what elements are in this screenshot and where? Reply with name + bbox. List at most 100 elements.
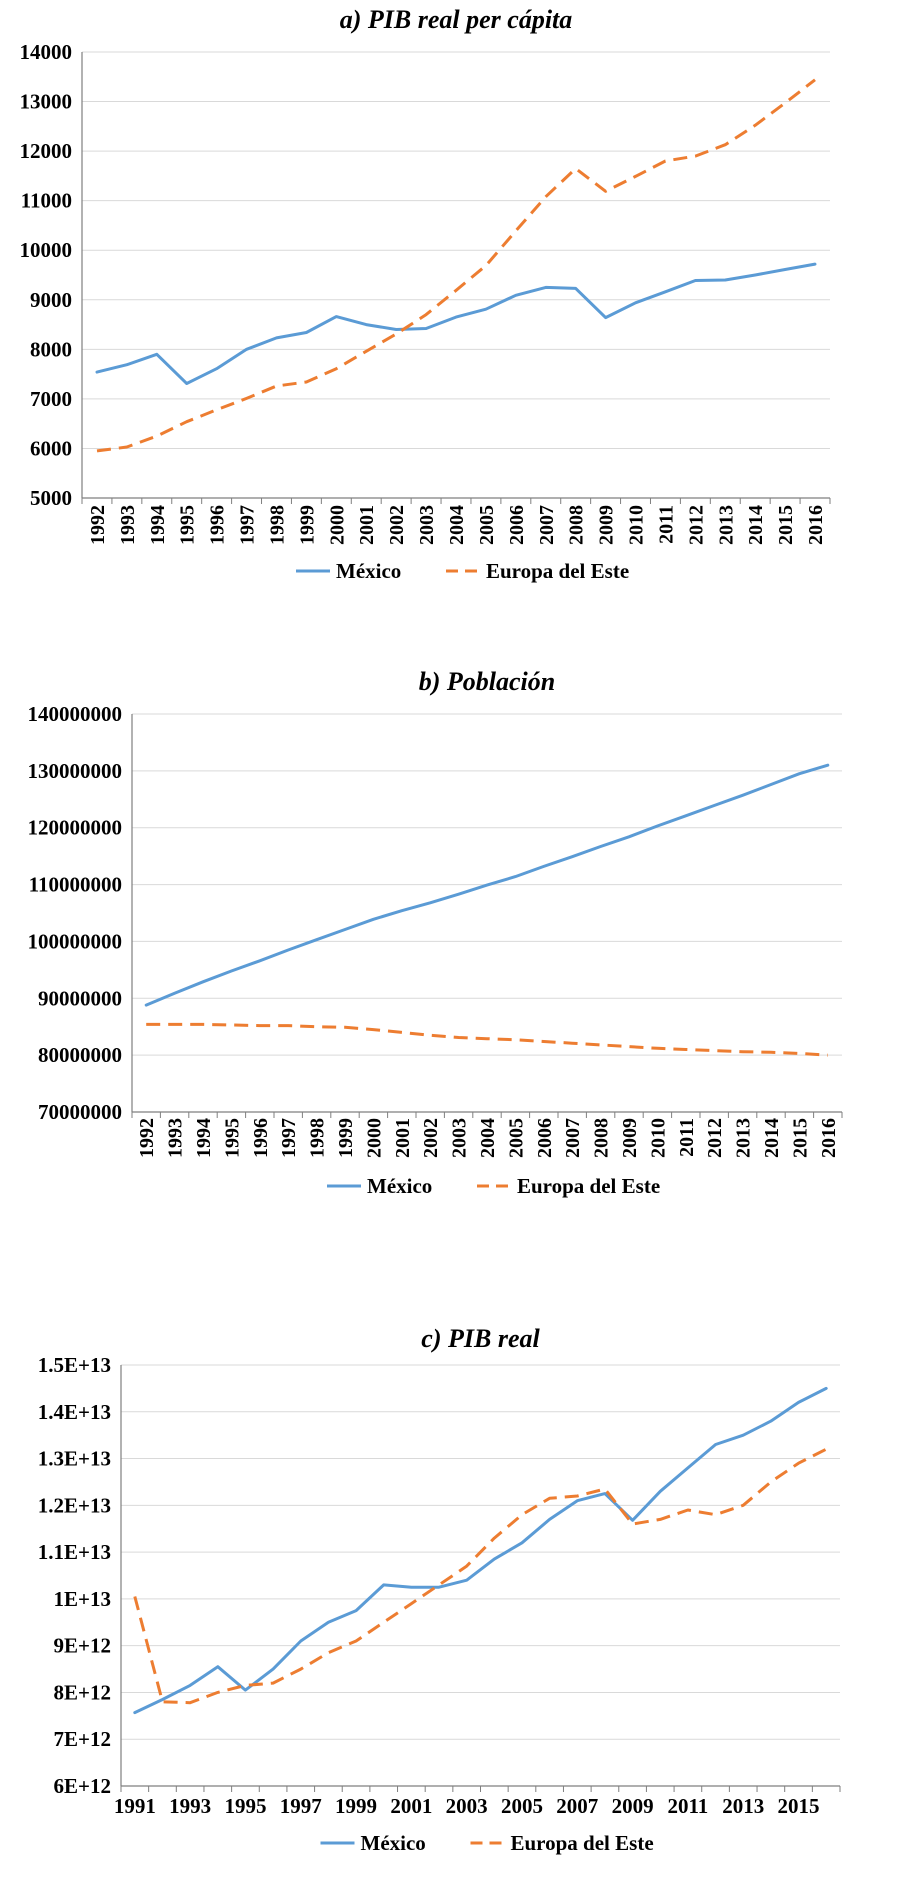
x-tick-label: 1997 [237, 505, 259, 545]
series-line-europa-del-este [146, 1022, 828, 1057]
x-tick-label: 2007 [562, 1118, 584, 1158]
chart-a: a) PIB real per cápita 5000 6000 7000 8000 90… [20, 5, 831, 583]
x-tick-label: 2011 [676, 1118, 698, 1157]
x-tick-label: 2003 [449, 1118, 471, 1158]
y-tick-label: 11000 [21, 189, 72, 213]
x-tick-label: 1993 [165, 1118, 187, 1158]
chart-c: c) PIB real 6E+12 7E+12 8E+12 9E+12 1E+13 1.1E… [38, 1324, 841, 1855]
x-tick-label: 1995 [177, 505, 199, 545]
legend-item-mexico: México [296, 559, 401, 583]
x-tick-label: 2005 [476, 505, 498, 545]
y-tick-label: 1.3E+13 [38, 1447, 111, 1471]
x-tick-label: 1995 [221, 1118, 243, 1158]
x-tick-label: 1999 [335, 1118, 357, 1158]
y-tick-label: 9E+12 [54, 1634, 111, 1658]
x-tick-label: 1993 [117, 505, 139, 545]
y-tick-label: 130000000 [28, 759, 123, 783]
legend-label: Europa del Este [517, 1174, 660, 1198]
x-tick-label: 1998 [266, 505, 288, 545]
y-tick-label: 1E+13 [54, 1587, 111, 1611]
legend-item-europa-del-este: Europa del Este [477, 1174, 660, 1198]
legend-label: México [336, 559, 401, 583]
legend-item-europa-del-este: Europa del Este [446, 559, 629, 583]
x-tick-label: 1999 [335, 1794, 377, 1818]
y-tick-label: 1.2E+13 [38, 1493, 111, 1517]
legend-label: México [361, 1831, 426, 1855]
x-tick-label: 1992 [87, 505, 109, 545]
x-tick-label: 2000 [363, 1118, 385, 1158]
x-tick-label: 1996 [207, 505, 229, 545]
x-tick-label: 2003 [446, 1794, 488, 1818]
x-tick-label: 2013 [715, 505, 737, 545]
x-tick-label: 2012 [704, 1118, 726, 1158]
x-tick-label: 2006 [506, 505, 528, 545]
x-tick-label: 2015 [789, 1118, 811, 1158]
x-tick-label: 1995 [224, 1794, 266, 1818]
y-tick-label: 80000000 [38, 1043, 122, 1067]
x-tick-label: 2011 [667, 1794, 708, 1818]
y-tick-label: 13000 [20, 90, 73, 114]
series-line-mexico [95, 262, 817, 385]
x-tick-label: 1996 [250, 1118, 272, 1158]
y-tick-label: 6E+12 [54, 1774, 111, 1798]
x-tick-label: 2005 [501, 1794, 543, 1818]
x-tick-label: 2009 [612, 1794, 654, 1818]
x-tick-label: 2013 [733, 1118, 755, 1158]
x-tick-label: 2001 [392, 1118, 414, 1158]
x-tick-label: 2005 [505, 1118, 527, 1158]
y-tick-label: 90000000 [38, 986, 122, 1010]
x-tick-label: 1993 [169, 1794, 211, 1818]
x-tick-label: 1994 [193, 1118, 215, 1158]
y-tick-label: 100000000 [28, 929, 123, 953]
x-tick-label: 1997 [278, 1118, 300, 1158]
y-tick-label: 8000 [30, 337, 72, 361]
x-tick-label: 2004 [477, 1118, 499, 1158]
legend-item-mexico: México [327, 1174, 432, 1198]
x-tick-label: 1991 [114, 1794, 156, 1818]
y-tick-label: 70000000 [38, 1100, 122, 1124]
series-line-mexico [133, 1386, 828, 1715]
x-tick-label: 1997 [280, 1794, 322, 1818]
y-tick-label: 1.5E+13 [38, 1353, 111, 1377]
y-tick-label: 7E+12 [54, 1727, 111, 1751]
legend-item-europa-del-este: Europa del Este [470, 1831, 654, 1855]
x-tick-label: 2010 [626, 505, 648, 545]
x-tick-label: 1998 [307, 1118, 329, 1158]
y-tick-label: 140000000 [28, 702, 123, 726]
y-tick-label: 8E+12 [54, 1680, 111, 1704]
x-tick-label: 2012 [685, 505, 707, 545]
x-tick-label: 1999 [296, 505, 318, 545]
x-tick-label: 2008 [566, 505, 588, 545]
x-tick-label: 2004 [446, 505, 468, 545]
x-tick-label: 2015 [778, 1794, 820, 1818]
y-tick-label: 1.4E+13 [38, 1400, 111, 1424]
chart-title: b) Población [419, 667, 556, 696]
x-tick-label: 1994 [147, 505, 169, 545]
series-line-europa-del-este [96, 78, 816, 453]
x-tick-label: 2002 [386, 505, 408, 545]
y-tick-label: 7000 [30, 387, 72, 411]
x-tick-label: 2007 [556, 1794, 598, 1818]
y-tick-label: 110000000 [29, 873, 122, 897]
chart-b: b) Población 70000000 80000000 90000000 1000… [28, 667, 843, 1198]
chart-title: c) PIB real [421, 1324, 540, 1353]
x-tick-label: 2002 [420, 1118, 442, 1158]
x-tick-label: 2015 [775, 505, 797, 545]
x-tick-label: 2008 [591, 1118, 613, 1158]
x-tick-label: 2009 [596, 505, 618, 545]
legend-label: México [367, 1174, 432, 1198]
series-line-europa-del-este [133, 1447, 827, 1705]
y-tick-label: 14000 [20, 40, 73, 64]
legend-item-mexico: México [320, 1831, 426, 1855]
legend-label: Europa del Este [486, 559, 629, 583]
y-tick-label: 120000000 [28, 816, 123, 840]
y-tick-label: 6000 [30, 436, 72, 460]
y-tick-label: 10000 [20, 238, 73, 262]
x-tick-label: 2016 [805, 505, 827, 545]
x-tick-label: 2014 [761, 1118, 783, 1158]
x-tick-label: 2007 [536, 505, 558, 545]
x-tick-label: 2001 [356, 505, 378, 545]
y-tick-label: 5000 [30, 486, 72, 510]
x-tick-label: 2014 [745, 505, 767, 545]
